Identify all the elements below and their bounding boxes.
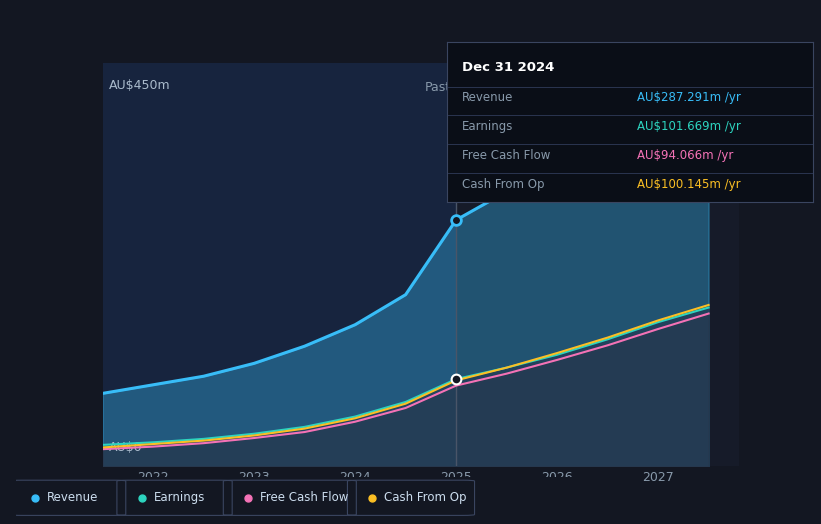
Text: AU$287.291m /yr: AU$287.291m /yr [637,91,741,104]
Text: Cash From Op: Cash From Op [384,492,466,504]
Text: Past: Past [425,81,451,94]
Bar [456,63,739,466]
Text: AU$101.669m /yr: AU$101.669m /yr [637,120,741,133]
Text: Earnings: Earnings [462,120,513,133]
Text: Analysts Forecasts: Analysts Forecasts [461,81,577,94]
Text: AU$450m: AU$450m [109,79,171,92]
Text: Revenue: Revenue [47,492,99,504]
Text: Cash From Op: Cash From Op [462,178,544,191]
Text: Dec 31 2024: Dec 31 2024 [462,61,554,74]
Text: Earnings: Earnings [154,492,205,504]
Text: AU$0: AU$0 [109,441,143,454]
Text: AU$94.066m /yr: AU$94.066m /yr [637,149,734,162]
Text: Free Cash Flow: Free Cash Flow [260,492,348,504]
Text: Free Cash Flow: Free Cash Flow [462,149,550,162]
Text: AU$100.145m /yr: AU$100.145m /yr [637,178,741,191]
Bar [103,63,456,466]
Text: Revenue: Revenue [462,91,513,104]
